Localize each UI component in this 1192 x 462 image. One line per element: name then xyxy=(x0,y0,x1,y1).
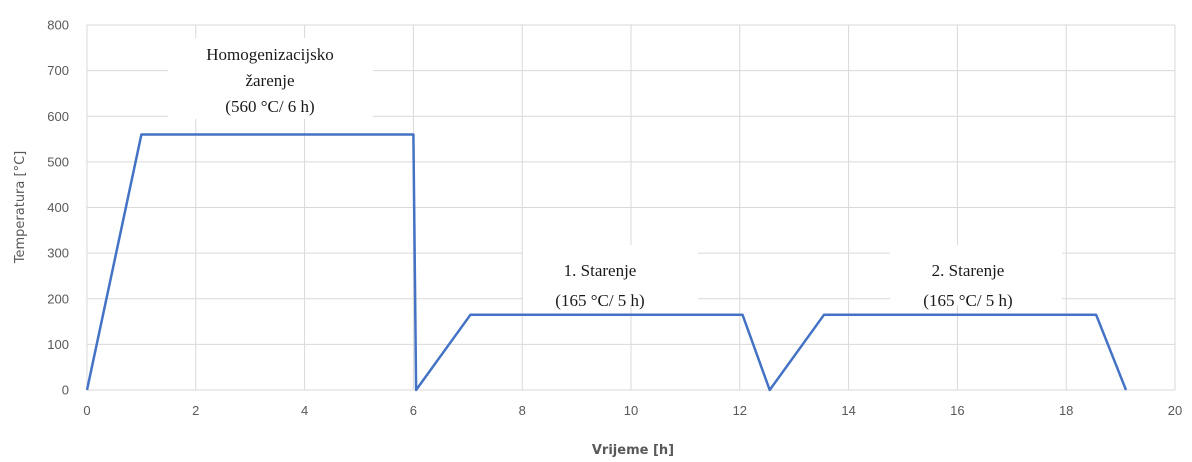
y-tick-label: 400 xyxy=(47,200,69,215)
x-tick-label: 8 xyxy=(519,403,526,418)
y-axis-title: Temperatura [°C] xyxy=(13,151,28,264)
y-tick-label: 300 xyxy=(47,246,69,261)
series xyxy=(85,133,1128,392)
annotation-line: (165 °C/ 5 h) xyxy=(923,291,1012,310)
annotation-2: 1. Starenje (165 °C/ 5 h) xyxy=(523,245,698,310)
annotation-line: 1. Starenje xyxy=(564,261,637,280)
x-tick-label: 20 xyxy=(1168,403,1182,418)
annotations: Homogenizacijsko žarenje (560 °C/ 6 h) 1. S… xyxy=(168,38,1062,310)
x-tick-label: 10 xyxy=(624,403,638,418)
y-tick-label: 800 xyxy=(47,18,69,33)
annotation-3: 2. Starenje (165 °C/ 5 h) xyxy=(890,245,1062,310)
x-tick-label: 6 xyxy=(410,403,417,418)
x-tick-label: 2 xyxy=(192,403,199,418)
annotation-background xyxy=(523,245,698,305)
x-axis-title: Vrijeme [h] xyxy=(592,443,674,458)
y-tick-label: 200 xyxy=(47,291,69,306)
y-tick-label: 700 xyxy=(47,63,69,78)
y-tick-label: 0 xyxy=(62,383,69,398)
annotation-line: (165 °C/ 5 h) xyxy=(555,291,644,310)
annotation-line: Homogenizacijsko xyxy=(206,45,333,64)
y-tick-label: 100 xyxy=(47,337,69,352)
annotation-line: (560 °C/ 6 h) xyxy=(225,97,314,116)
y-tick-label: 500 xyxy=(47,154,69,169)
annotation-line: 2. Starenje xyxy=(932,261,1005,280)
annotation-background xyxy=(890,245,1062,305)
tick-labels: 0 2 4 6 8 10 12 14 16 18 2001002003004005006007008… xyxy=(47,18,1182,419)
annotation-line: žarenje xyxy=(245,71,294,90)
y-tick-label: 600 xyxy=(47,109,69,124)
x-tick-label: 12 xyxy=(733,403,747,418)
x-tick-label: 16 xyxy=(950,403,964,418)
x-tick-label: 0 xyxy=(83,403,90,418)
annotation-background xyxy=(168,38,373,119)
x-tick-label: 18 xyxy=(1059,403,1073,418)
temperature-series-line xyxy=(85,133,1128,392)
x-tick-label: 14 xyxy=(841,403,855,418)
annotation-1: Homogenizacijsko žarenje (560 °C/ 6 h) xyxy=(168,38,373,119)
x-tick-label: 4 xyxy=(301,403,308,418)
